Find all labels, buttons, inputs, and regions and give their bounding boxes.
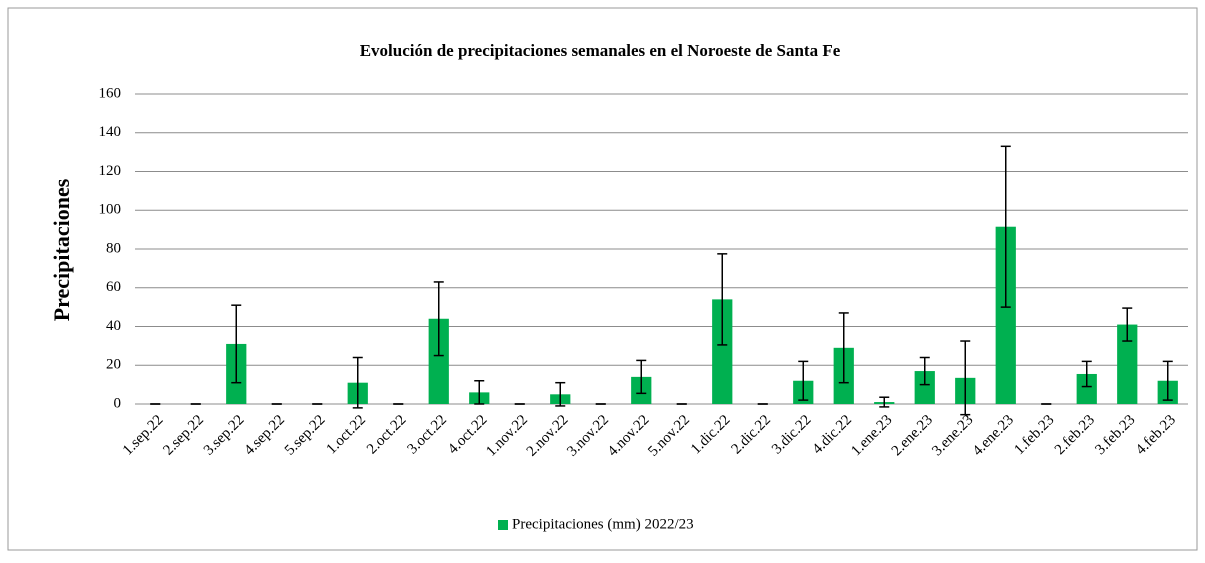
error-bar <box>798 360 809 401</box>
error-bar <box>555 381 566 407</box>
bar <box>1076 373 1097 404</box>
chart-border <box>7 7 1198 551</box>
legend-label: Precipitaciones (mm) 2022/23 <box>512 516 694 532</box>
error-bar <box>960 340 971 416</box>
legend-swatch <box>498 520 508 530</box>
error-bar <box>717 253 728 346</box>
y-tick-label: 20 <box>106 357 121 373</box>
y-tick-label: 120 <box>99 163 122 179</box>
y-tick-label: 160 <box>99 85 122 101</box>
error-bar <box>1162 360 1173 401</box>
error-bar <box>1122 307 1133 342</box>
bar <box>428 318 449 404</box>
y-tick-label: 100 <box>99 202 122 218</box>
error-bar <box>919 356 930 386</box>
y-tick-label: 40 <box>106 318 121 334</box>
error-bar <box>879 396 890 408</box>
bar <box>1117 324 1138 404</box>
error-bar <box>1000 145 1011 308</box>
error-bar <box>433 281 444 357</box>
error-bar <box>474 380 485 405</box>
bar <box>712 299 733 404</box>
error-bar <box>838 312 849 384</box>
chart-title: Evolución de precipitaciones semanales e… <box>360 41 841 60</box>
y-tick-label: 80 <box>106 240 121 256</box>
bar <box>914 371 935 404</box>
y-axis-label: Precipitaciones <box>49 178 74 321</box>
y-tick-label: 140 <box>99 124 122 140</box>
error-bar <box>231 304 242 384</box>
bar <box>995 226 1016 404</box>
error-bar <box>636 359 647 395</box>
y-tick-label: 0 <box>114 395 122 411</box>
error-bar <box>1081 360 1092 388</box>
y-tick-label: 60 <box>106 279 121 295</box>
error-bar <box>352 356 363 409</box>
